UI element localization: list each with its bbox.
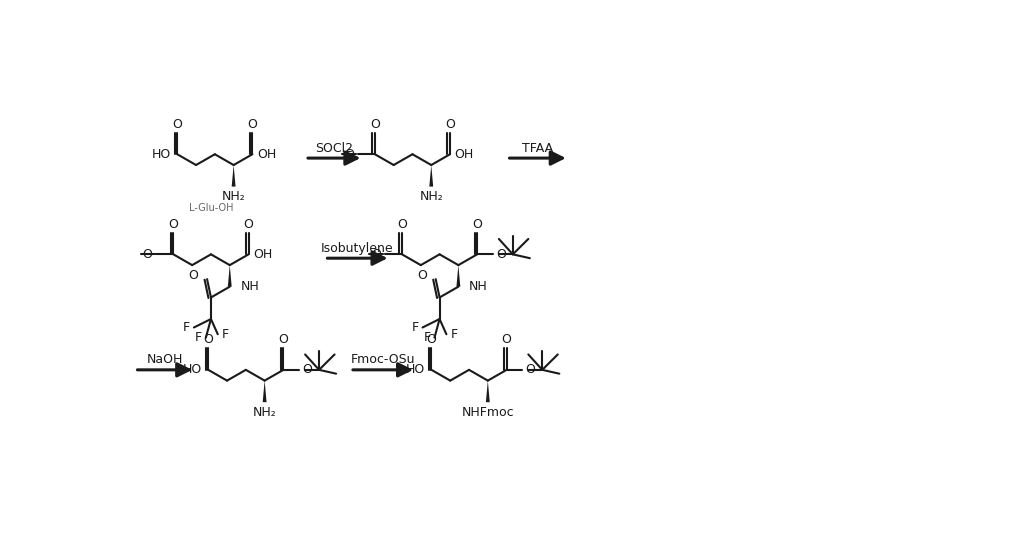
Text: O: O xyxy=(248,118,258,131)
Text: O: O xyxy=(278,333,288,346)
Text: OH: OH xyxy=(257,148,276,161)
Text: NH₂: NH₂ xyxy=(419,190,444,203)
Text: NaOH: NaOH xyxy=(146,353,183,366)
Text: NH₂: NH₂ xyxy=(253,406,276,419)
Text: O: O xyxy=(446,118,455,131)
Polygon shape xyxy=(227,265,231,287)
Text: O: O xyxy=(369,118,380,131)
Text: O: O xyxy=(371,248,381,261)
Text: F: F xyxy=(183,321,190,334)
Text: O: O xyxy=(344,148,354,161)
Polygon shape xyxy=(457,265,461,287)
Text: O: O xyxy=(189,269,199,282)
Text: Fmoc-OSu: Fmoc-OSu xyxy=(351,353,415,366)
Text: O: O xyxy=(173,118,182,131)
Text: SOCl2: SOCl2 xyxy=(316,142,353,155)
Text: OH: OH xyxy=(455,148,474,161)
Text: TFAA: TFAA xyxy=(522,142,553,155)
Polygon shape xyxy=(486,381,490,402)
Text: F: F xyxy=(195,331,202,344)
Polygon shape xyxy=(263,381,267,402)
Text: O: O xyxy=(472,218,482,231)
Text: F: F xyxy=(451,328,458,341)
Text: O: O xyxy=(495,248,505,261)
Text: NH₂: NH₂ xyxy=(221,190,246,203)
Text: O: O xyxy=(525,364,535,377)
Text: O: O xyxy=(203,333,213,346)
Text: HO: HO xyxy=(183,364,202,377)
Text: O: O xyxy=(168,218,179,231)
Text: HO: HO xyxy=(406,364,425,377)
Text: NH: NH xyxy=(241,280,260,293)
Text: F: F xyxy=(221,328,228,341)
Text: F: F xyxy=(423,331,430,344)
Text: NH: NH xyxy=(469,280,488,293)
Text: L-Glu-OH: L-Glu-OH xyxy=(189,203,233,213)
Polygon shape xyxy=(429,165,433,187)
Text: Isobutylene: Isobutylene xyxy=(321,242,394,255)
Text: NHFmoc: NHFmoc xyxy=(462,406,515,419)
Text: F: F xyxy=(411,321,418,334)
Text: O: O xyxy=(417,269,427,282)
Text: HO: HO xyxy=(152,148,172,161)
Text: O: O xyxy=(244,218,254,231)
Text: O: O xyxy=(426,333,436,346)
Text: OH: OH xyxy=(253,248,272,261)
Text: O: O xyxy=(302,364,312,377)
Text: O: O xyxy=(142,248,152,261)
Polygon shape xyxy=(231,165,235,187)
Text: O: O xyxy=(397,218,407,231)
Text: O: O xyxy=(501,333,512,346)
